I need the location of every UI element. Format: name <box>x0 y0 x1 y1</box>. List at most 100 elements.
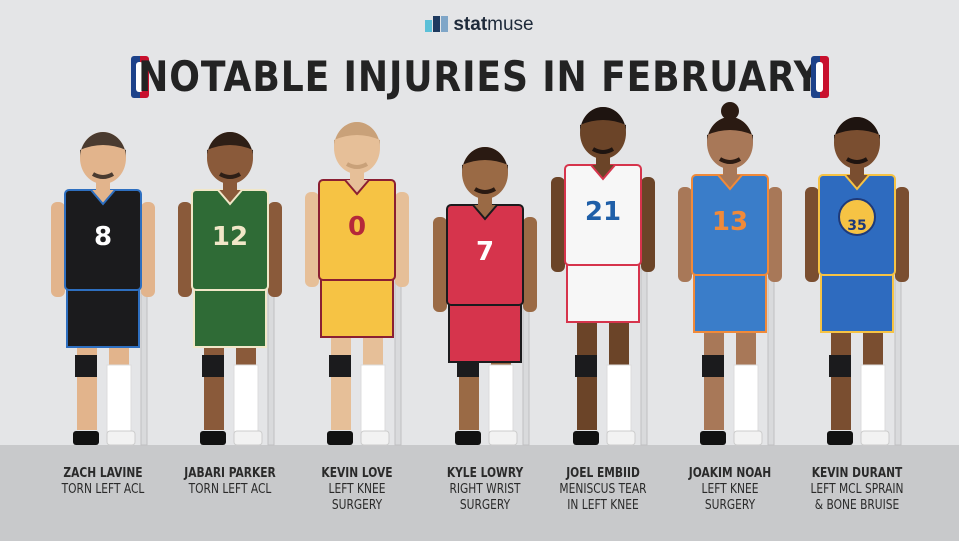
arm <box>551 177 565 272</box>
page-title: NOTABLE INJURIES IN FEBRUARY <box>138 52 821 101</box>
player-name: JABARI PARKER <box>184 466 276 481</box>
floor <box>0 445 959 541</box>
shoe <box>733 430 763 446</box>
arm <box>51 202 65 297</box>
hair <box>207 132 253 158</box>
beard <box>845 157 869 164</box>
shorts <box>193 284 267 348</box>
shoe <box>360 430 390 446</box>
injury-text: TORN LEFT ACL <box>188 482 272 497</box>
arm <box>141 202 155 297</box>
knee-sleeve <box>202 355 224 377</box>
jersey-number: 12 <box>212 222 248 252</box>
arm <box>178 202 192 297</box>
shoe <box>73 431 99 445</box>
leg <box>204 340 224 430</box>
jersey-collar <box>472 204 498 221</box>
shoe <box>455 431 481 445</box>
arm <box>805 187 819 282</box>
injury-text: LEFT KNEE <box>701 482 759 497</box>
shorts <box>66 284 140 348</box>
player-name: KEVIN LOVE <box>321 466 393 481</box>
shoe <box>573 431 599 445</box>
nba-logo-icon <box>131 56 149 98</box>
jersey-number: 0 <box>348 212 366 242</box>
knee-brace <box>233 364 259 434</box>
jersey-collar <box>217 189 243 206</box>
shorts <box>566 259 640 323</box>
jersey-number: 7 <box>476 237 494 267</box>
beard <box>91 172 115 179</box>
arm <box>678 187 692 282</box>
hair <box>334 122 380 148</box>
player-name: JOAKIM NOAH <box>688 466 772 481</box>
shoe <box>700 431 726 445</box>
leg <box>331 330 351 430</box>
hair <box>580 107 626 133</box>
player-name: JOEL EMBIID <box>566 466 640 481</box>
shoe <box>860 430 890 446</box>
shorts <box>448 299 522 363</box>
player-label: KYLE LOWRY RIGHT WRIST SURGERY <box>432 466 539 514</box>
arm <box>768 187 782 282</box>
injury-text: IN LEFT KNEE <box>567 498 639 513</box>
knee-sleeve <box>829 355 851 377</box>
shoe <box>200 431 226 445</box>
player-label: JOAKIM NOAH LEFT KNEE SURGERY <box>677 466 784 514</box>
shoe <box>606 430 636 446</box>
injury-text: RIGHT WRIST <box>449 482 521 497</box>
player-name: KYLE LOWRY <box>446 466 524 481</box>
player-figure: 8 <box>51 132 155 446</box>
jersey-collar <box>90 189 116 206</box>
injury-text: LEFT KNEE <box>328 482 386 497</box>
knee-brace <box>106 364 132 434</box>
hair <box>834 117 880 143</box>
player-name: ZACH LAVINE <box>63 466 143 481</box>
hair <box>707 117 753 143</box>
leg <box>77 340 97 430</box>
warriors-logo-icon <box>838 198 876 236</box>
jersey-collar <box>717 174 743 191</box>
player-label: JOEL EMBIID MENISCUS TEAR IN LEFT KNEE <box>550 466 657 514</box>
knee-brace <box>360 364 386 434</box>
player-figure: 13 <box>678 102 782 446</box>
player-name: KEVIN DURANT <box>811 466 903 481</box>
hair <box>462 147 508 173</box>
injury-text: LEFT MCL SPRAIN <box>810 482 904 497</box>
jersey-collar <box>590 164 616 181</box>
player-label: KEVIN LOVE LEFT KNEE SURGERY <box>304 466 411 514</box>
beard <box>718 157 742 164</box>
player-label: ZACH LAVINE TORN LEFT ACL <box>50 466 157 498</box>
beard <box>591 147 615 154</box>
injury-text: MENISCUS TEAR <box>559 482 647 497</box>
player-label: KEVIN DURANT LEFT MCL SPRAIN & BONE BRUISE <box>804 466 911 514</box>
injury-text: SURGERY <box>459 498 511 513</box>
arm <box>641 177 655 272</box>
beard <box>473 187 497 194</box>
player-figure: 12 <box>178 132 282 446</box>
shorts <box>693 269 767 333</box>
statmuse-logo: statmuse <box>0 14 959 38</box>
knee-brace <box>860 364 886 434</box>
hair-bun <box>721 102 739 120</box>
shoe <box>827 431 853 445</box>
knee-sleeve <box>329 355 351 377</box>
knee-brace <box>488 364 514 434</box>
knee-brace <box>733 364 759 434</box>
player-figure: 21 <box>551 107 655 446</box>
jersey-collar <box>844 174 870 191</box>
shoe <box>488 430 518 446</box>
arm <box>268 202 282 297</box>
beard <box>345 162 369 169</box>
arm <box>395 192 409 287</box>
player-label: JABARI PARKER TORN LEFT ACL <box>177 466 284 498</box>
jersey-number: 8 <box>94 222 112 252</box>
player-figure: 0 <box>305 122 409 446</box>
nba-logo-icon <box>811 56 829 98</box>
injury-text: & BONE BRUISE <box>814 498 900 513</box>
shorts <box>320 274 394 338</box>
injury-text: TORN LEFT ACL <box>61 482 145 497</box>
shoe <box>327 431 353 445</box>
injury-text: SURGERY <box>704 498 756 513</box>
beard <box>218 172 242 179</box>
